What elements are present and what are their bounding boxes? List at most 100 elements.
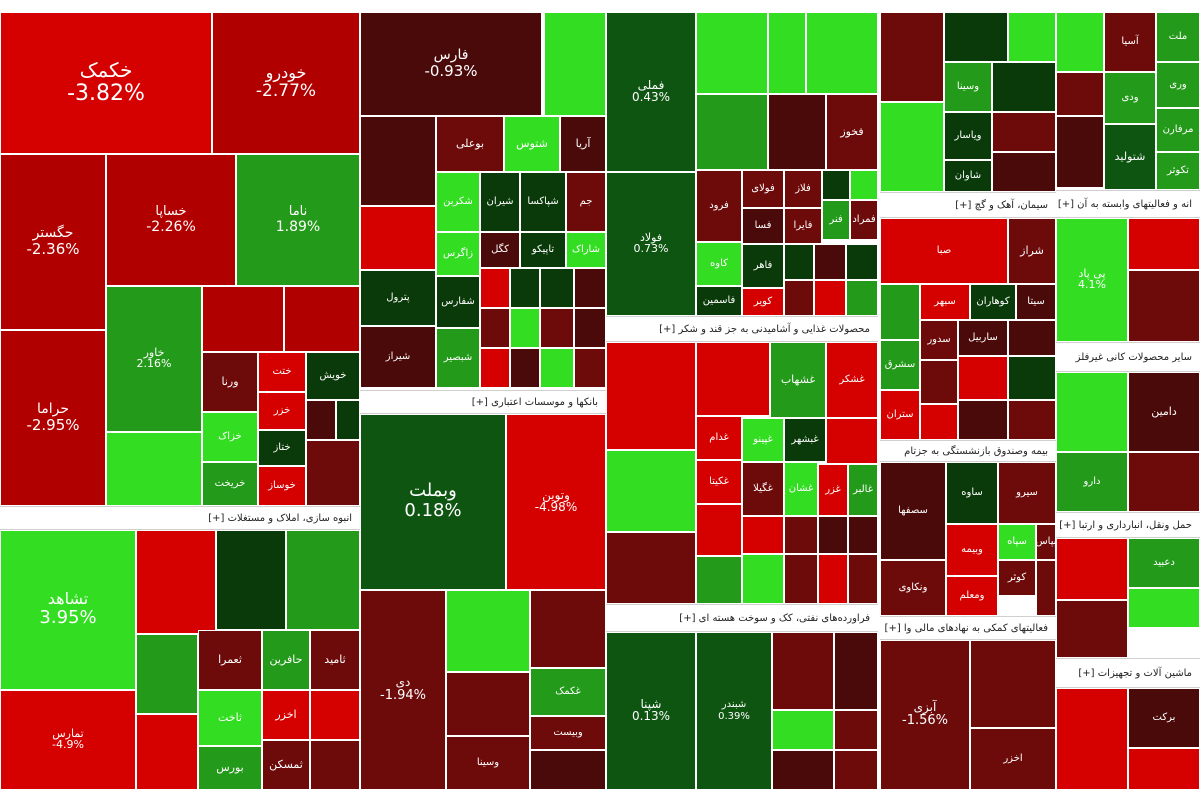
treemap-tile[interactable]: خکمک -3.82% xyxy=(0,12,212,154)
treemap-tile-unlabeled[interactable] xyxy=(1008,400,1056,440)
treemap-tile-unlabeled[interactable] xyxy=(216,530,286,630)
treemap-tile-unlabeled[interactable] xyxy=(1128,748,1200,790)
treemap-tile[interactable]: شپنا 0.13% xyxy=(606,632,696,790)
treemap-tile[interactable]: فرود xyxy=(696,170,742,242)
treemap-tile[interactable]: ومعلم xyxy=(946,576,998,616)
treemap-tile-unlabeled[interactable] xyxy=(848,554,878,604)
treemap-tile[interactable]: غکمک xyxy=(530,668,606,716)
treemap-tile[interactable]: پی پاد 4.1% xyxy=(1056,218,1128,342)
treemap-tile-unlabeled[interactable] xyxy=(1056,600,1128,658)
treemap-tile[interactable]: تشاهد 3.95% xyxy=(0,530,136,690)
treemap-tile-unlabeled[interactable] xyxy=(306,440,360,506)
treemap-tile-unlabeled[interactable] xyxy=(834,750,878,790)
treemap-tile[interactable]: دامین xyxy=(1128,372,1200,452)
treemap-tile[interactable]: وتوین -4.98% xyxy=(506,414,606,590)
treemap-tile-unlabeled[interactable] xyxy=(768,12,806,94)
treemap-tile[interactable]: تکوثر xyxy=(1156,152,1200,190)
treemap-tile[interactable]: آبزی -1.56% xyxy=(880,640,970,790)
sector-header[interactable]: فعالیتهای کمکی به نهادهای مالی وا [+] xyxy=(880,616,1056,640)
treemap-tile[interactable]: وسینا xyxy=(944,62,992,112)
treemap-tile-unlabeled[interactable] xyxy=(540,268,574,308)
treemap-tile-unlabeled[interactable] xyxy=(136,634,198,714)
sector-header[interactable]: محصولات غذایی و آشامیدنی به جز قند و شکر… xyxy=(606,316,878,342)
treemap-tile-unlabeled[interactable] xyxy=(992,152,1056,192)
treemap-tile-unlabeled[interactable] xyxy=(510,308,540,348)
treemap-tile[interactable]: بپاس xyxy=(1036,524,1056,560)
treemap-tile[interactable]: غگیلا xyxy=(742,462,784,516)
treemap-tile-unlabeled[interactable] xyxy=(510,348,540,388)
treemap-tile-unlabeled[interactable] xyxy=(850,170,878,200)
treemap-tile[interactable]: سپاه xyxy=(998,524,1036,560)
treemap-tile-unlabeled[interactable] xyxy=(822,170,850,200)
treemap-tile[interactable]: غبشهر xyxy=(784,418,826,462)
treemap-tile[interactable]: ملت xyxy=(1156,12,1200,62)
treemap-tile-unlabeled[interactable] xyxy=(742,516,784,554)
treemap-tile-unlabeled[interactable] xyxy=(574,348,606,388)
treemap-tile[interactable]: پترول xyxy=(360,270,436,326)
treemap-tile-unlabeled[interactable] xyxy=(1056,372,1128,452)
treemap-tile[interactable]: ثمسکن xyxy=(262,740,310,790)
treemap-tile[interactable]: فخوز xyxy=(826,94,878,170)
treemap-tile[interactable]: خزاک xyxy=(202,412,258,462)
sector-header[interactable]: سایر محصولات کانی غیرفلز xyxy=(1056,342,1200,372)
sector-header[interactable]: سیمان، آهک و گچ [+] xyxy=(880,192,1056,218)
sector-header[interactable]: انه و فعالیتهای وابسته به آن [+] xyxy=(1056,190,1200,218)
treemap-tile-unlabeled[interactable] xyxy=(284,286,360,352)
treemap-tile-unlabeled[interactable] xyxy=(540,308,574,348)
treemap-tile-unlabeled[interactable] xyxy=(1056,538,1128,600)
treemap-tile[interactable]: کوثر xyxy=(998,560,1036,596)
sector-header[interactable]: حمل ونقل، انبارداری و ارتبا [+] xyxy=(1056,512,1200,538)
treemap-tile[interactable]: ثعمرا xyxy=(198,630,262,690)
treemap-tile-unlabeled[interactable] xyxy=(848,516,878,554)
treemap-tile-unlabeled[interactable] xyxy=(846,280,878,316)
treemap-tile[interactable]: فارس -0.93% xyxy=(360,12,542,116)
treemap-tile[interactable]: وبملت 0.18% xyxy=(360,414,506,590)
treemap-tile[interactable]: فاسمین xyxy=(696,286,742,316)
treemap-tile[interactable]: دارو xyxy=(1056,452,1128,512)
treemap-tile-unlabeled[interactable] xyxy=(530,750,606,790)
treemap-tile[interactable]: خاور 2.16% xyxy=(106,286,202,432)
treemap-tile[interactable]: ناما 1.89% xyxy=(236,154,360,286)
treemap-tile-unlabeled[interactable] xyxy=(136,714,198,790)
treemap-tile[interactable]: آریا xyxy=(560,116,606,172)
treemap-tile-unlabeled[interactable] xyxy=(920,404,958,440)
treemap-tile-unlabeled[interactable] xyxy=(768,94,826,170)
treemap-tile-unlabeled[interactable] xyxy=(696,12,768,94)
treemap-tile-unlabeled[interactable] xyxy=(806,12,878,94)
sector-header[interactable]: فراورده‌های نفتی، کک و سوخت هسته ای [+] xyxy=(606,604,878,632)
treemap-tile-unlabeled[interactable] xyxy=(1128,588,1200,628)
sector-header[interactable]: بانکها و موسسات اعتباری [+] xyxy=(360,390,606,414)
treemap-tile[interactable]: دعبید xyxy=(1128,538,1200,588)
treemap-tile[interactable]: شاراک xyxy=(566,232,606,268)
treemap-tile-unlabeled[interactable] xyxy=(958,356,1008,400)
treemap-tile-unlabeled[interactable] xyxy=(818,554,848,604)
treemap-tile[interactable]: خویش xyxy=(306,352,360,400)
treemap-tile-unlabeled[interactable] xyxy=(1128,452,1200,512)
treemap-tile-unlabeled[interactable] xyxy=(784,244,814,280)
treemap-tile[interactable]: ورنا xyxy=(202,352,258,412)
treemap-tile-unlabeled[interactable] xyxy=(880,284,920,340)
treemap-tile[interactable]: شیراز xyxy=(360,326,436,388)
treemap-tile[interactable]: شراز xyxy=(1008,218,1056,284)
treemap-tile[interactable]: دی -1.94% xyxy=(360,590,446,790)
treemap-tile[interactable]: ختاز xyxy=(258,430,306,466)
treemap-tile[interactable]: ثامید xyxy=(310,630,360,690)
treemap-tile-unlabeled[interactable] xyxy=(360,206,436,270)
treemap-tile-unlabeled[interactable] xyxy=(1128,218,1200,270)
treemap-tile-unlabeled[interactable] xyxy=(1008,320,1056,356)
treemap-tile-unlabeled[interactable] xyxy=(772,632,834,710)
treemap-tile[interactable]: فلاز xyxy=(784,170,822,208)
treemap-tile[interactable]: بوعلی xyxy=(436,116,504,172)
treemap-tile[interactable]: شاوان xyxy=(944,160,992,192)
treemap-tile-unlabeled[interactable] xyxy=(574,308,606,348)
treemap-tile-unlabeled[interactable] xyxy=(446,672,530,736)
treemap-tile-unlabeled[interactable] xyxy=(1056,72,1104,116)
treemap-tile[interactable]: فاهر xyxy=(742,244,784,288)
treemap-tile-unlabeled[interactable] xyxy=(772,710,834,750)
treemap-tile-unlabeled[interactable] xyxy=(360,116,436,206)
treemap-tile[interactable]: سیتا xyxy=(1016,284,1056,320)
treemap-tile-unlabeled[interactable] xyxy=(742,554,784,604)
treemap-tile[interactable]: وبیمه xyxy=(946,524,998,576)
treemap-tile-unlabeled[interactable] xyxy=(772,750,834,790)
treemap-tile-unlabeled[interactable] xyxy=(818,516,848,554)
